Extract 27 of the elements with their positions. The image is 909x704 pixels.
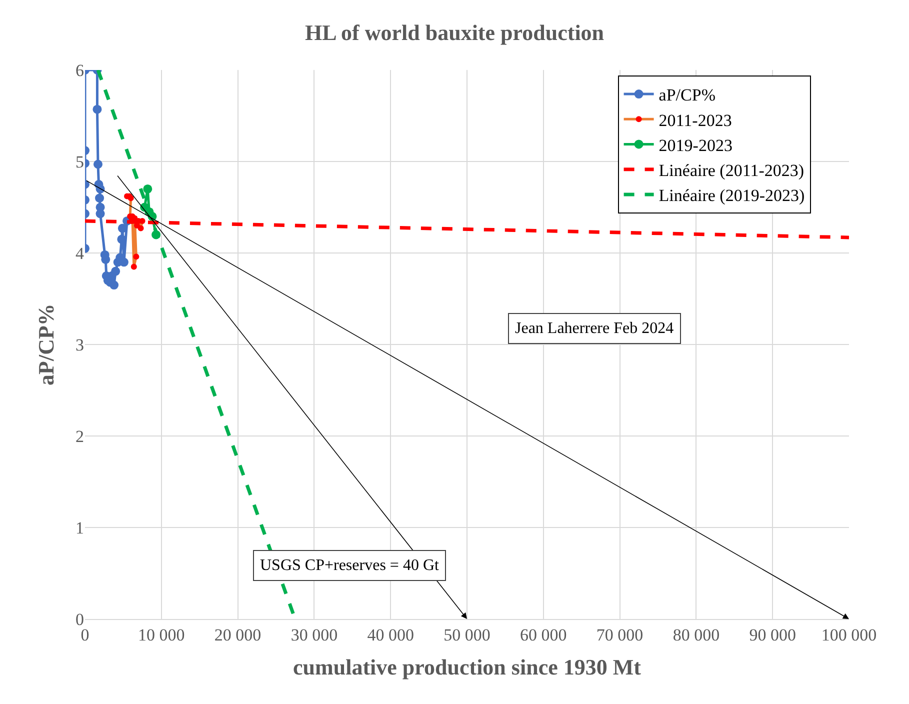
y-axis-title: aP/CP% <box>33 304 58 386</box>
y-tick-label: 2 <box>76 426 84 446</box>
y-tick-label: 6 <box>76 60 84 80</box>
legend-label: Linéaire (2011-2023) <box>658 160 804 180</box>
x-tick-label: 30 000 <box>290 625 338 644</box>
x-tick-label: 10 000 <box>138 625 185 644</box>
y-tick-label: 1 <box>76 518 84 538</box>
legend-label: 2011-2023 <box>658 110 732 130</box>
y-tick-label: 4 <box>76 244 84 263</box>
x-tick-label: 90 000 <box>749 625 796 644</box>
legend-label: 2019-2023 <box>658 136 732 155</box>
x-axis-title: cumulative production since 1930 Mt <box>293 654 642 680</box>
x-tick-label: 20 000 <box>214 625 262 644</box>
x-tick-label: 100 000 <box>821 625 877 644</box>
x-tick-label: 80 000 <box>672 625 720 644</box>
legend-label: Linéaire (2019-2023) <box>658 186 805 206</box>
x-tick-label: 40 000 <box>367 625 414 644</box>
x-tick-label: 60 000 <box>520 625 567 644</box>
y-tick-label: 3 <box>76 335 84 354</box>
chart-title: HL of world bauxite production <box>304 20 604 46</box>
y-tick-label: 0 <box>76 610 84 629</box>
x-tick-label: 50 000 <box>444 625 490 644</box>
annotation: USGS CP+reserves = 40 Gt <box>260 557 440 574</box>
y-tick-label: 5 <box>76 152 84 172</box>
annotation: Jean Laherrere Feb 2024 <box>515 320 674 337</box>
legend-label: aP/CP% <box>658 86 716 105</box>
x-tick-label: 70 000 <box>596 625 644 644</box>
